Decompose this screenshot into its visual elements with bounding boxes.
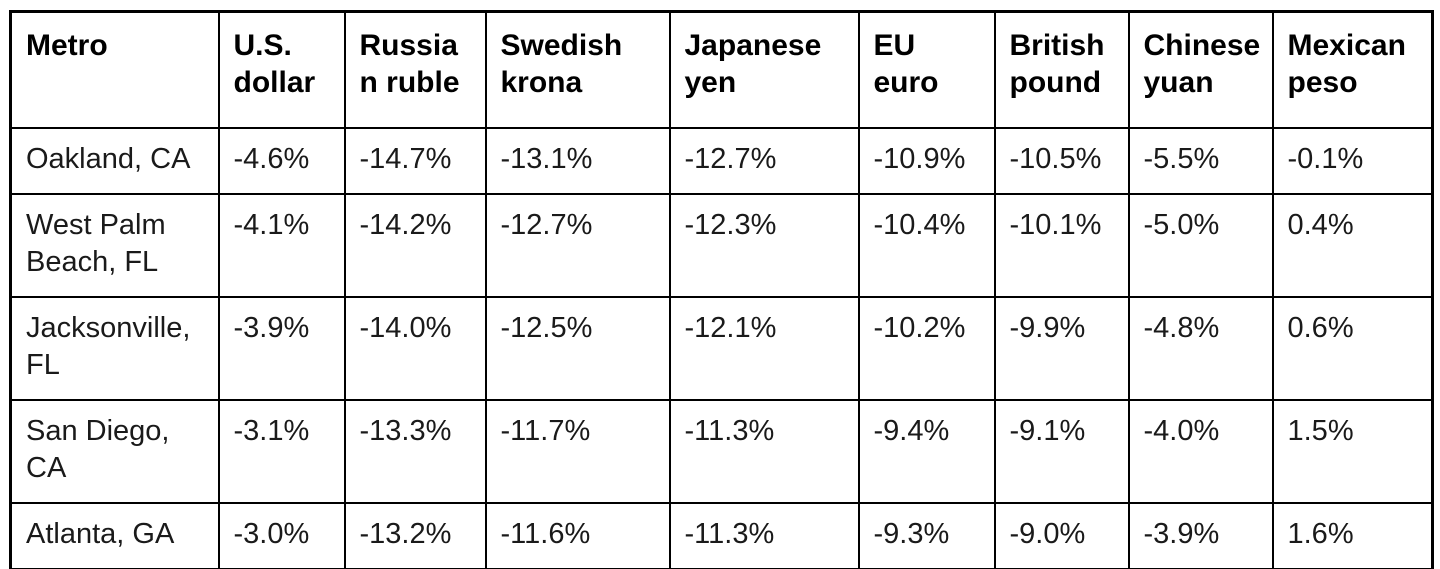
value-cell: -10.4% <box>857 193 996 298</box>
value-cell: -14.7% <box>343 127 487 195</box>
metro-cell: Jacksonville, FL <box>9 296 220 401</box>
value-cell: -4.6% <box>217 127 346 195</box>
table-row-jacksonville: Jacksonville, FL -3.9% -14.0% -12.5% -12… <box>9 296 1434 401</box>
column-header-eu-euro: EU euro <box>857 10 996 129</box>
value-cell: -3.9% <box>217 296 346 401</box>
column-header-us-dollar: U.S. dollar <box>217 10 346 129</box>
value-cell: -12.7% <box>484 193 671 298</box>
metro-cell: San Diego, CA <box>9 399 220 504</box>
value-cell: -11.3% <box>668 502 860 569</box>
metro-cell: West Palm Beach, FL <box>9 193 220 298</box>
value-cell: -3.0% <box>217 502 346 569</box>
column-header-chinese-yuan: Chinese yuan <box>1127 10 1274 129</box>
column-header-mexican-peso: Mexican peso <box>1271 10 1434 129</box>
value-cell: -10.5% <box>993 127 1130 195</box>
value-cell: -5.5% <box>1127 127 1274 195</box>
column-header-japanese-yen: Japanese yen <box>668 10 860 129</box>
value-cell: -13.2% <box>343 502 487 569</box>
value-cell: -9.9% <box>993 296 1130 401</box>
value-cell: -12.7% <box>668 127 860 195</box>
value-cell: -9.0% <box>993 502 1130 569</box>
value-cell: -14.0% <box>343 296 487 401</box>
value-cell: -12.5% <box>484 296 671 401</box>
value-cell: -4.0% <box>1127 399 1274 504</box>
value-cell: -11.7% <box>484 399 671 504</box>
metro-cell: Oakland, CA <box>9 127 220 195</box>
table-row-oakland: Oakland, CA -4.6% -14.7% -13.1% -12.7% -… <box>9 127 1434 195</box>
value-cell: -9.3% <box>857 502 996 569</box>
table-row-atlanta: Atlanta, GA -3.0% -13.2% -11.6% -11.3% -… <box>9 502 1434 569</box>
value-cell: -10.1% <box>993 193 1130 298</box>
value-cell: -9.1% <box>993 399 1130 504</box>
value-cell: -11.3% <box>668 399 860 504</box>
value-cell: -0.1% <box>1271 127 1434 195</box>
value-cell: 0.4% <box>1271 193 1434 298</box>
value-cell: -5.0% <box>1127 193 1274 298</box>
metro-cell: Atlanta, GA <box>9 502 220 569</box>
column-header-russian-ruble: Russian ruble <box>343 10 487 129</box>
table-row-san-diego: San Diego, CA -3.1% -13.3% -11.7% -11.3%… <box>9 399 1434 504</box>
value-cell: -4.1% <box>217 193 346 298</box>
value-cell: -12.1% <box>668 296 860 401</box>
value-cell: -10.9% <box>857 127 996 195</box>
value-cell: -13.3% <box>343 399 487 504</box>
value-cell: -4.8% <box>1127 296 1274 401</box>
value-cell: -10.2% <box>857 296 996 401</box>
value-cell: -13.1% <box>484 127 671 195</box>
header-row: Metro U.S. dollar Russian ruble Swedish … <box>9 10 1434 129</box>
value-cell: 1.5% <box>1271 399 1434 504</box>
value-cell: -14.2% <box>343 193 487 298</box>
value-cell: -11.6% <box>484 502 671 569</box>
value-cell: -12.3% <box>668 193 860 298</box>
table-row-west-palm-beach: West Palm Beach, FL -4.1% -14.2% -12.7% … <box>9 193 1434 298</box>
currency-change-table: Metro U.S. dollar Russian ruble Swedish … <box>9 10 1434 569</box>
value-cell: 1.6% <box>1271 502 1434 569</box>
column-header-metro: Metro <box>9 10 220 129</box>
value-cell: 0.6% <box>1271 296 1434 401</box>
value-cell: -3.1% <box>217 399 346 504</box>
column-header-british-pound: British pound <box>993 10 1130 129</box>
value-cell: -9.4% <box>857 399 996 504</box>
column-header-swedish-krona: Swedish krona <box>484 10 671 129</box>
value-cell: -3.9% <box>1127 502 1274 569</box>
